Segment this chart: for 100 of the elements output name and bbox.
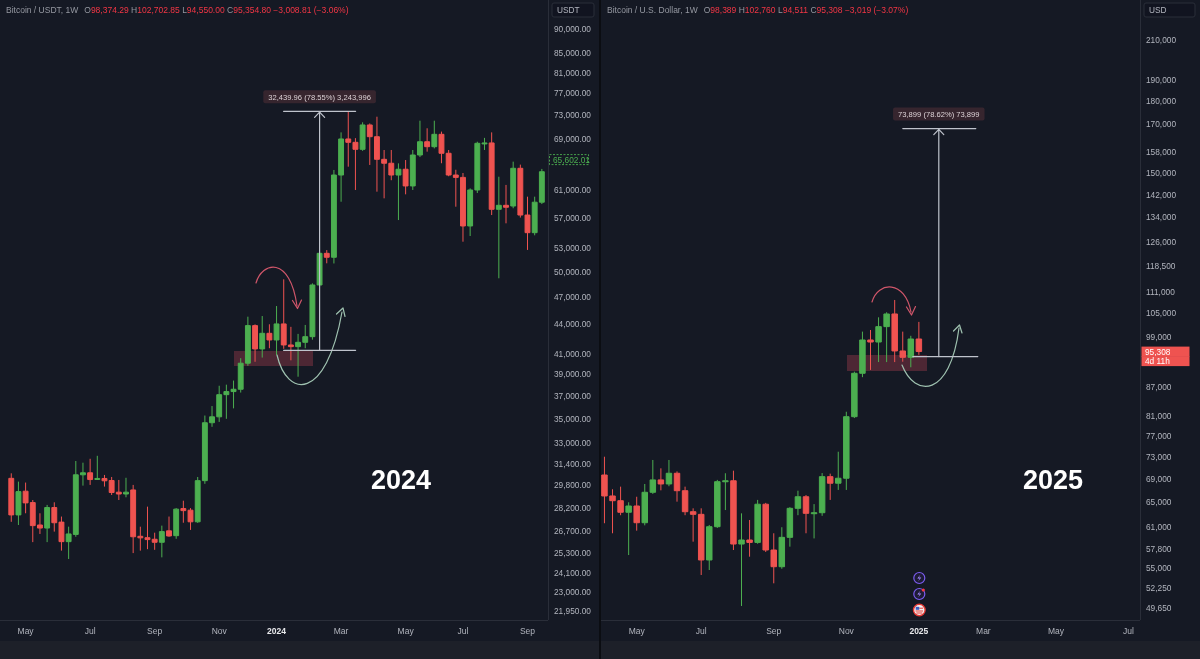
candlestick — [395, 162, 402, 221]
y-tick-label: 85,000.00 — [554, 47, 592, 58]
x-tick-label: May — [397, 626, 415, 636]
y-axis-title: USDT — [557, 5, 580, 15]
y-tick-label: 25,300.00 — [554, 547, 592, 558]
y-tick-label: 65,000 — [1146, 497, 1172, 508]
candlestick — [665, 459, 673, 487]
y-axis-title: USD — [1149, 5, 1167, 15]
candlestick — [173, 507, 180, 540]
text: O98,374.29 H102,702.85 L94,550.00 C95,354.80 −3,008.81 (−3.06%) — [84, 5, 349, 15]
x-tick-label: Jul — [1123, 626, 1135, 636]
y-tick-label: 111,000 — [1146, 286, 1176, 297]
candlestick — [431, 120, 438, 149]
y-tick-label: 87,000 — [1146, 382, 1172, 393]
y-tick-label: 26,700.00 — [554, 525, 592, 536]
candlestick — [94, 455, 101, 481]
candlestick — [424, 127, 431, 153]
text: O98,389 H102,760 L94,511 C95,308 −3,019 (−3.07%) — [703, 5, 909, 15]
y-tick-label: 150,000 — [1146, 167, 1177, 178]
y-tick-label: 134,000 — [1146, 212, 1177, 223]
x-tick-label: 2024 — [267, 626, 287, 636]
candlestick — [495, 176, 502, 279]
y-tick-label: 50,000.00 — [554, 266, 592, 277]
y-tick-label: 61,000 — [1146, 522, 1172, 533]
candlestick — [657, 467, 665, 491]
y-tick-label: 41,000.00 — [554, 348, 592, 359]
candlestick — [625, 501, 632, 556]
candlestick — [273, 305, 280, 356]
candlestick — [158, 525, 165, 558]
y-tick-label: 55,000 — [1146, 563, 1172, 574]
candlestick — [794, 490, 802, 516]
candlestick — [746, 519, 753, 558]
candlestick — [907, 335, 915, 368]
y-tick-label: 99,000 — [1146, 331, 1172, 342]
y-tick-label: 180,000 — [1146, 96, 1177, 107]
y-tick-label: 49,650 — [1146, 603, 1172, 614]
y-tick-label: 21,950.00 — [554, 606, 592, 617]
y-tick-label: 142,000 — [1146, 189, 1177, 200]
y-tick-label: 57,000.00 — [554, 212, 592, 223]
candlestick — [123, 477, 129, 498]
annotation: 2024 — [370, 465, 432, 495]
x-tick-label: Nov — [838, 626, 855, 636]
y-tick-label: 37,000.00 — [554, 390, 592, 401]
candlestick — [44, 504, 51, 543]
y-tick-label: 33,000.00 — [554, 438, 592, 449]
y-tick-label: 73,000 — [1146, 451, 1172, 462]
y-tick-label: 77,000 — [1146, 430, 1172, 441]
text: 95,308 — [1145, 346, 1171, 357]
candlestick — [915, 321, 923, 356]
y-tick-label: 210,000 — [1146, 35, 1177, 46]
x-tick-label: Sep — [147, 626, 163, 636]
x-tick-label: 2025 — [909, 626, 929, 636]
x-tick-label: May — [1047, 626, 1065, 636]
y-tick-label: 31,400.00 — [554, 458, 592, 469]
text: Bitcoin / U.S. Dollar, 1W — [607, 5, 698, 15]
y-tick-label: 73,000.00 — [554, 110, 592, 121]
y-tick-label: 47,000.00 — [554, 292, 592, 303]
y-tick-label: 126,000 — [1146, 236, 1177, 247]
candlestick — [810, 503, 818, 539]
candlestick — [266, 323, 273, 349]
candlestick — [259, 315, 266, 359]
candlestick — [681, 486, 689, 516]
candlestick — [633, 496, 640, 532]
y-tick-label: 61,000.00 — [554, 184, 592, 195]
y-tick-label: 39,000.00 — [554, 369, 592, 380]
y-tick-label: 44,000.00 — [554, 319, 592, 330]
candlestick — [252, 323, 258, 363]
y-tick-label: 29,800.00 — [554, 480, 592, 491]
y-tick-label: 35,000.00 — [554, 413, 592, 424]
y-tick-label: 28,200.00 — [554, 502, 592, 513]
y-tick-label: 57,800 — [1146, 543, 1172, 554]
candlestick — [488, 131, 495, 216]
x-tick-label: Sep — [766, 626, 782, 636]
y-tick-label: 77,000.00 — [554, 88, 592, 99]
y-tick-label: 190,000 — [1146, 74, 1177, 85]
candlestick — [818, 472, 826, 517]
candlestick — [738, 512, 745, 607]
candlestick — [402, 159, 409, 195]
y-tick-label: 170,000 — [1146, 118, 1177, 129]
y-tick-label: 90,000.00 — [554, 24, 592, 35]
candlestick — [15, 481, 22, 526]
y-tick-label: 23,000.00 — [554, 587, 592, 598]
candlestick — [754, 499, 761, 545]
candlestick — [826, 473, 834, 501]
candlestick — [166, 516, 172, 538]
y-tick-label: 24,100.00 — [554, 567, 592, 578]
x-tick-label: Jul — [457, 626, 469, 636]
candlestick — [673, 470, 681, 503]
y-tick-label: 118,500 — [1146, 260, 1176, 271]
candlestick — [8, 472, 15, 523]
x-tick-label: Mar — [976, 626, 991, 636]
x-tick-label: Jul — [84, 626, 96, 636]
y-tick-label: 105,000 — [1146, 308, 1177, 319]
x-tick-label: Jul — [695, 626, 707, 636]
y-tick-label: 158,000 — [1146, 147, 1177, 158]
x-tick-label: May — [17, 626, 35, 636]
x-tick-label: May — [628, 626, 646, 636]
text: 65,602.01 — [553, 154, 591, 165]
candlestick — [867, 329, 874, 371]
candlestick — [359, 121, 366, 152]
